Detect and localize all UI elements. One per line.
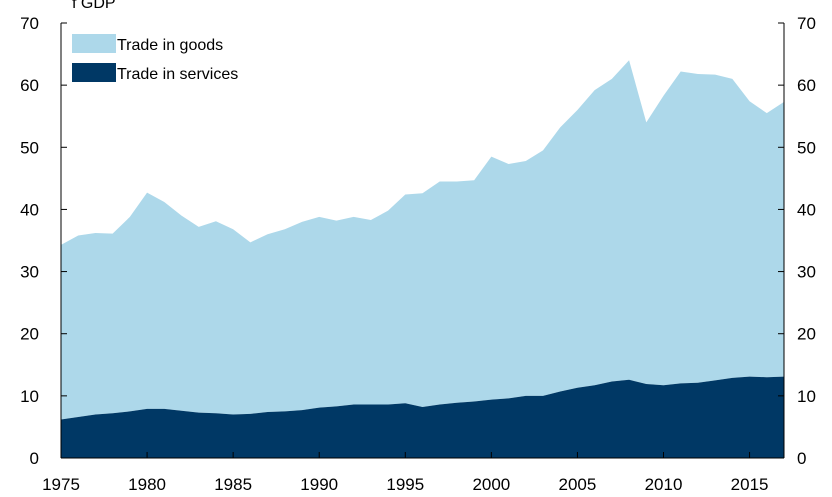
y-tick-label-left: 10 xyxy=(20,387,39,406)
y-tick-label-left: 70 xyxy=(20,14,39,33)
y-tick-label-right: 50 xyxy=(797,138,816,157)
x-tick-label: 2015 xyxy=(731,475,769,494)
area-trade-in-services xyxy=(61,376,784,458)
y-tick-label-right: 0 xyxy=(797,449,806,468)
x-tick-label: 1995 xyxy=(386,475,424,494)
legend: Trade in goods Trade in services xyxy=(72,34,238,83)
legend-swatch-services xyxy=(72,63,116,82)
y-tick-label-right: 20 xyxy=(797,325,816,344)
y-tick-label-left: 20 xyxy=(20,325,39,344)
area-trade-in-goods xyxy=(61,60,784,420)
x-tick-label: 1975 xyxy=(42,475,80,494)
y-tick-label-right: 10 xyxy=(797,387,816,406)
y-tick-label-right: 40 xyxy=(797,200,816,219)
x-tick-label: 2010 xyxy=(645,475,683,494)
x-tick-label: 1990 xyxy=(300,475,338,494)
y-tick-label-left: 60 xyxy=(20,76,39,95)
y-tick-label-right: 60 xyxy=(797,76,816,95)
y-tick-label-left: 40 xyxy=(20,200,39,219)
y-tick-label-left: 50 xyxy=(20,138,39,157)
top-cut-text: f GDP xyxy=(72,0,116,12)
legend-label-services: Trade in services xyxy=(117,66,238,83)
axes: 0 0 10 10 20 20 30 30 40 40 50 50 60 60 70 70 1975 1980 19… xyxy=(20,14,816,494)
y-tick-label-left: 30 xyxy=(20,263,39,282)
x-tick-label: 1985 xyxy=(214,475,252,494)
x-tick-label: 1980 xyxy=(128,475,166,494)
x-tick-label: 2000 xyxy=(472,475,510,494)
legend-swatch-goods xyxy=(72,34,116,53)
legend-label-goods: Trade in goods xyxy=(117,37,223,54)
y-tick-label-left: 0 xyxy=(30,449,39,468)
y-tick-label-right: 70 xyxy=(797,14,816,33)
y-tick-label-right: 30 xyxy=(797,263,816,282)
plot-area xyxy=(61,60,784,458)
x-tick-label: 2005 xyxy=(559,475,597,494)
